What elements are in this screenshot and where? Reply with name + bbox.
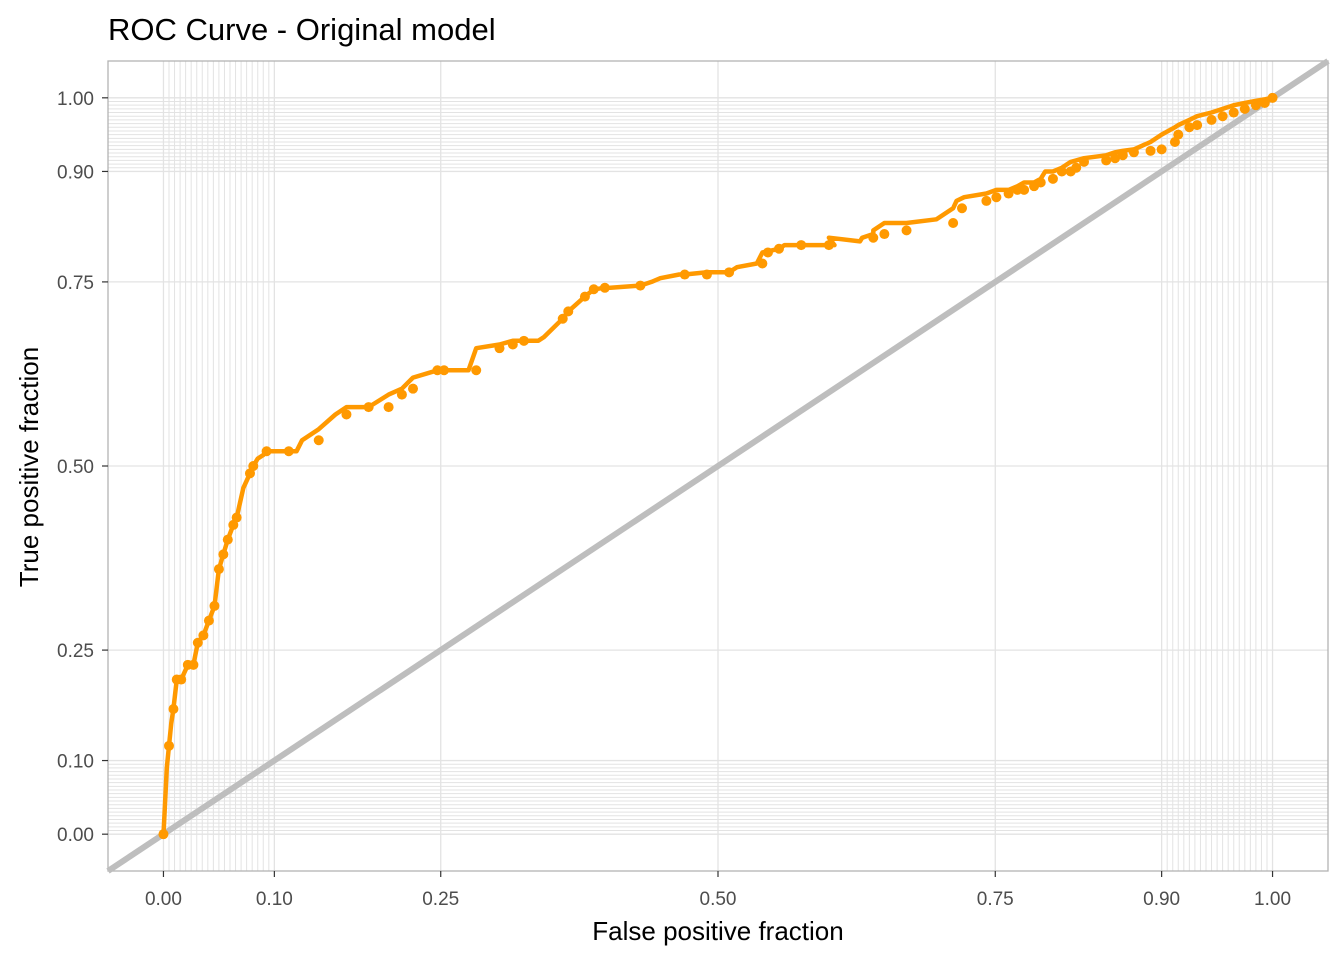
roc-point: [879, 229, 890, 240]
roc-point: [724, 267, 735, 278]
roc-point: [203, 615, 214, 626]
roc-point: [222, 534, 233, 545]
roc-point: [757, 258, 768, 269]
x-tick-label: 0.00: [145, 889, 182, 910]
roc-point: [176, 674, 187, 685]
roc-point: [158, 829, 169, 840]
roc-point: [1184, 122, 1195, 133]
roc-point: [188, 659, 199, 670]
roc-point: [635, 280, 646, 291]
y-tick-label: 0.25: [57, 641, 94, 662]
roc-point: [796, 240, 807, 251]
roc-point: [471, 365, 482, 376]
roc-point: [1056, 166, 1067, 177]
roc-point: [1228, 107, 1239, 118]
y-tick-label: 0.75: [57, 273, 94, 294]
y-tick-label: 1.00: [57, 89, 94, 110]
roc-point: [1239, 103, 1250, 114]
roc-point: [823, 240, 834, 251]
x-tick-label: 0.10: [256, 889, 293, 910]
roc-point: [599, 282, 610, 293]
x-tick-label: 1.00: [1254, 889, 1291, 910]
roc-point: [1035, 177, 1046, 188]
roc-point: [1217, 111, 1228, 122]
roc-point: [1019, 184, 1030, 195]
roc-point: [494, 343, 505, 354]
roc-point: [408, 383, 418, 394]
roc-point: [341, 409, 352, 420]
roc-point: [1110, 153, 1121, 164]
x-tick-label: 0.90: [1143, 889, 1180, 910]
y-tick-label: 0.10: [57, 752, 94, 773]
x-tick-label: 0.75: [977, 889, 1014, 910]
x-tick-label: 0.50: [700, 889, 737, 910]
roc-point: [439, 365, 450, 376]
roc-point: [261, 446, 272, 457]
y-axis-ticks: [102, 97, 108, 835]
y-tick-label: 0.90: [57, 162, 94, 183]
roc-point: [1003, 188, 1014, 199]
x-axis-ticks: [162, 871, 1274, 877]
roc-point: [1071, 162, 1082, 173]
roc-points: [158, 92, 1278, 840]
roc-point: [901, 225, 912, 236]
x-tick-label: 0.25: [422, 889, 459, 910]
roc-point: [192, 637, 203, 648]
roc-point: [1192, 120, 1203, 131]
roc-point: [981, 195, 992, 206]
roc-point: [1145, 145, 1156, 156]
roc-point: [231, 512, 242, 523]
roc-point: [1117, 150, 1128, 161]
roc-point: [679, 269, 690, 280]
roc-point: [948, 218, 959, 228]
y-tick-label: 0.50: [57, 457, 94, 478]
roc-point: [213, 564, 224, 575]
x-tick-labels: 0.00 0.10 0.25 0.50 0.75 0.90 1.00: [145, 889, 1291, 910]
roc-point: [209, 600, 220, 611]
roc-point: [1267, 92, 1278, 103]
roc-point: [774, 243, 784, 254]
roc-point: [1156, 144, 1167, 155]
roc-point: [991, 192, 1002, 203]
chart-title: ROC Curve - Original model: [108, 12, 496, 47]
major-grid: [108, 61, 1328, 871]
roc-point: [313, 435, 324, 446]
roc-point: [1079, 156, 1089, 167]
roc-point: [168, 704, 179, 714]
roc-point: [588, 284, 599, 295]
roc-point: [1173, 129, 1184, 140]
roc-point: [1206, 114, 1217, 125]
roc-point: [563, 306, 574, 317]
roc-point: [507, 339, 518, 350]
roc-point: [164, 740, 174, 751]
roc-point: [248, 461, 259, 471]
roc-point: [579, 291, 590, 302]
y-axis-title: True positive fraction: [14, 347, 44, 587]
y-tick-label: 0.00: [57, 825, 94, 846]
roc-point: [1250, 100, 1261, 111]
roc-point: [957, 203, 967, 214]
roc-point: [383, 402, 394, 413]
roc-point: [218, 549, 229, 560]
y-tick-labels: 0.00 0.10 0.25 0.50 0.75 0.90 1.00: [57, 89, 94, 846]
roc-point: [762, 247, 773, 258]
roc-point: [1259, 97, 1270, 108]
roc-point: [557, 313, 568, 324]
roc-point: [198, 630, 209, 641]
roc-point: [363, 402, 374, 413]
roc-point: [1101, 155, 1112, 166]
x-axis-title: False positive fraction: [592, 916, 843, 946]
roc-point: [701, 269, 712, 280]
roc-point: [1047, 173, 1058, 184]
roc-point: [868, 232, 879, 243]
roc-point: [283, 446, 294, 457]
roc-point: [1128, 147, 1139, 158]
roc-point: [518, 335, 529, 346]
reference-diagonal-line: [106, 58, 1330, 874]
roc-point: [396, 389, 407, 400]
